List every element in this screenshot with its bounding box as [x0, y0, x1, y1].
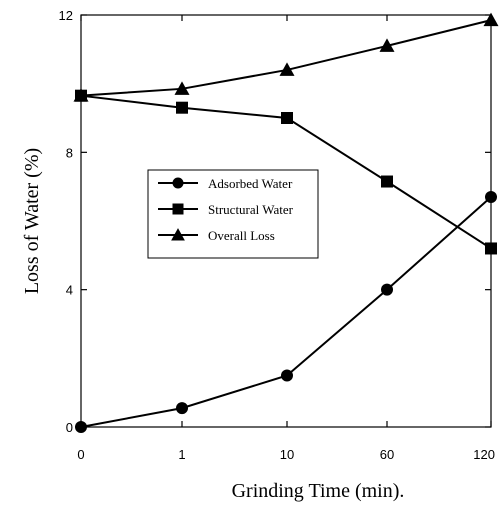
x-tick-label: 0: [77, 447, 84, 462]
x-axis-title: Grinding Time (min).: [232, 480, 405, 502]
data-point: [176, 402, 188, 415]
x-tick-label: 1: [178, 447, 185, 462]
y-tick-label: 4: [66, 283, 73, 298]
series-layer: [73, 12, 499, 433]
data-point: [281, 369, 293, 382]
legend-marker: [172, 203, 184, 215]
series-circle: [75, 190, 497, 433]
data-point: [73, 88, 89, 102]
x-tick-label: 60: [380, 447, 394, 462]
data-point: [485, 242, 497, 255]
data-point: [381, 283, 393, 296]
legend: Adsorbed Water Structural Water Overall Lo…: [147, 169, 319, 259]
data-point: [483, 12, 499, 27]
legend-marker: [172, 177, 184, 189]
legend-label: Overall Loss: [208, 228, 275, 243]
data-point: [381, 175, 393, 188]
y-tick-label: 12: [59, 8, 73, 23]
data-point: [176, 101, 188, 114]
plot-frame: [80, 14, 492, 428]
legend-marker: [171, 228, 185, 241]
y-axis-title: Loss of Water (%): [21, 148, 43, 294]
x-tick-label: 120: [473, 447, 495, 462]
series-square: [75, 89, 497, 255]
series-triangle: [73, 12, 499, 102]
y-tick-label: 0: [66, 420, 73, 435]
x-tick-label: 10: [280, 447, 294, 462]
data-point: [75, 421, 87, 433]
legend-label: Adsorbed Water: [208, 176, 293, 191]
series-line: [80, 19, 492, 97]
data-point: [281, 112, 293, 124]
y-tick-label: 8: [66, 145, 73, 160]
data-point: [279, 62, 295, 76]
data-point: [485, 190, 497, 203]
data-point: [379, 38, 395, 52]
legend-label: Structural Water: [208, 202, 294, 217]
data-point: [174, 81, 190, 95]
